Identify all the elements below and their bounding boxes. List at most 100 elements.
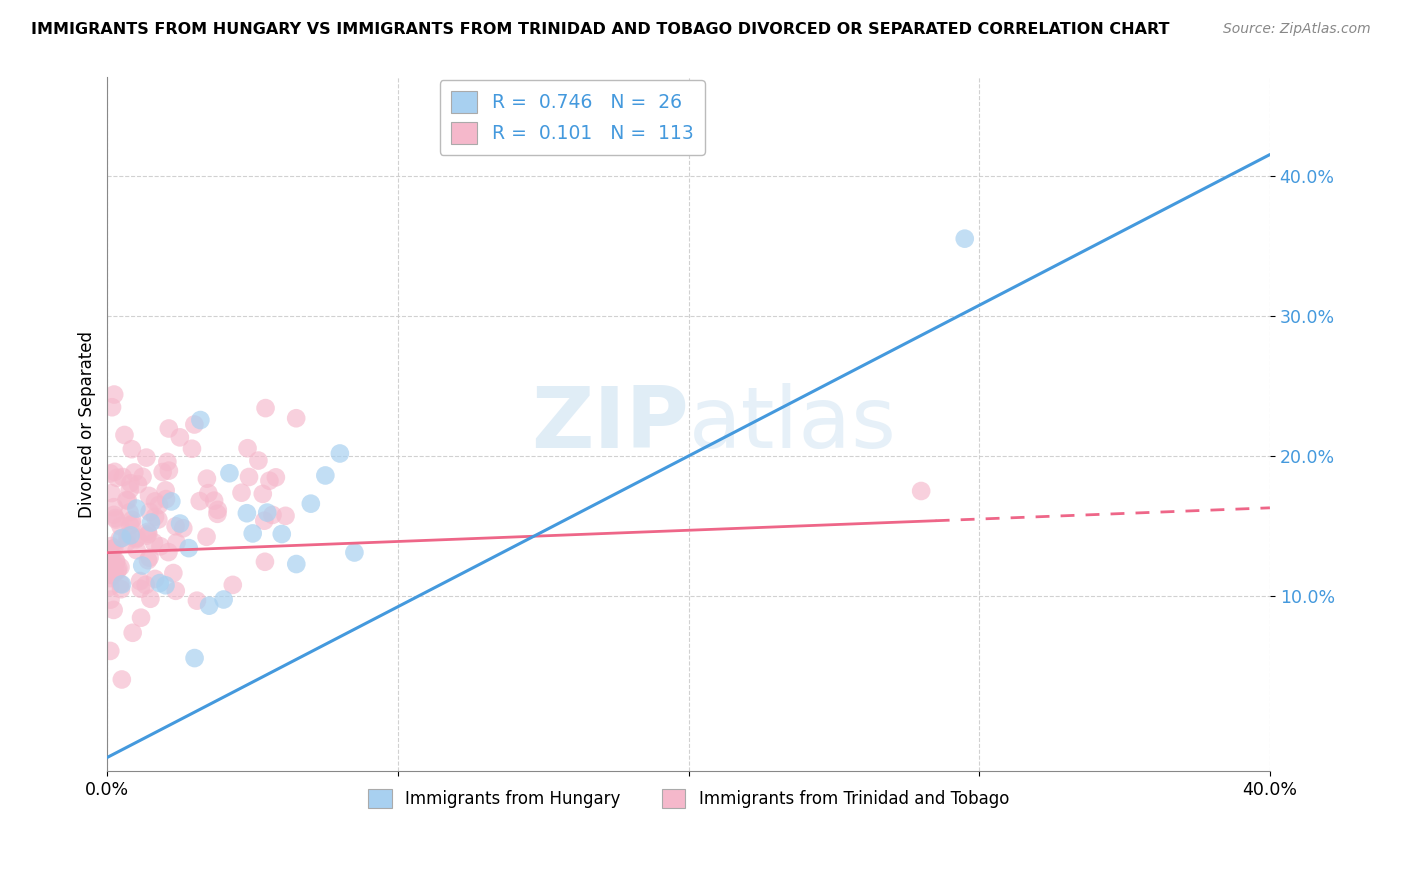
- Point: [253, 514, 276, 528]
- Point: [105, 555, 128, 569]
- Point: [98, 568, 121, 582]
- Point: [148, 498, 170, 512]
- Point: [264, 470, 287, 484]
- Point: [143, 572, 166, 586]
- Point: [117, 493, 139, 508]
- Point: [121, 625, 143, 640]
- Point: [111, 531, 134, 545]
- Point: [111, 577, 134, 591]
- Point: [107, 561, 129, 575]
- Point: [98, 580, 121, 594]
- Point: [131, 470, 153, 484]
- Point: [143, 494, 166, 508]
- Point: [157, 464, 180, 478]
- Point: [101, 542, 124, 557]
- Point: [253, 555, 276, 569]
- Point: [105, 554, 128, 568]
- Point: [256, 506, 278, 520]
- Point: [129, 582, 152, 596]
- Text: atlas: atlas: [689, 383, 897, 466]
- Point: [103, 508, 125, 522]
- Point: [953, 232, 976, 246]
- Point: [238, 470, 260, 484]
- Point: [117, 529, 139, 543]
- Point: [172, 521, 194, 535]
- Point: [162, 566, 184, 580]
- Point: [138, 550, 160, 565]
- Point: [195, 472, 218, 486]
- Point: [104, 511, 127, 525]
- Point: [142, 535, 165, 549]
- Point: [135, 529, 157, 543]
- Point: [190, 413, 212, 427]
- Point: [103, 387, 125, 401]
- Point: [157, 545, 180, 559]
- Point: [254, 401, 277, 416]
- Point: [98, 542, 121, 557]
- Point: [247, 453, 270, 467]
- Point: [188, 494, 211, 508]
- Point: [262, 508, 284, 522]
- Point: [120, 476, 142, 491]
- Point: [136, 524, 159, 539]
- Point: [165, 583, 187, 598]
- Point: [197, 486, 219, 500]
- Point: [98, 567, 121, 582]
- Point: [127, 477, 149, 491]
- Point: [110, 577, 132, 591]
- Point: [155, 483, 177, 498]
- Point: [100, 592, 122, 607]
- Point: [160, 494, 183, 508]
- Point: [120, 528, 142, 542]
- Point: [139, 591, 162, 606]
- Point: [135, 450, 157, 465]
- Point: [121, 516, 143, 531]
- Point: [314, 468, 336, 483]
- Point: [274, 508, 297, 523]
- Point: [111, 470, 134, 484]
- Point: [110, 519, 132, 533]
- Point: [343, 545, 366, 559]
- Point: [148, 512, 170, 526]
- Point: [259, 474, 281, 488]
- Point: [118, 505, 141, 519]
- Point: [125, 531, 148, 545]
- Point: [118, 483, 141, 497]
- Point: [100, 486, 122, 500]
- Point: [131, 558, 153, 573]
- Point: [101, 401, 124, 415]
- Point: [124, 466, 146, 480]
- Point: [169, 516, 191, 531]
- Point: [195, 530, 218, 544]
- Point: [169, 430, 191, 444]
- Point: [222, 578, 245, 592]
- Point: [135, 578, 157, 592]
- Point: [186, 593, 208, 607]
- Point: [207, 507, 229, 521]
- Point: [152, 465, 174, 479]
- Point: [165, 519, 187, 533]
- Point: [285, 411, 308, 425]
- Point: [149, 539, 172, 553]
- Point: [155, 492, 177, 507]
- Point: [110, 560, 132, 574]
- Point: [138, 505, 160, 519]
- Point: [114, 428, 136, 442]
- Point: [104, 465, 127, 479]
- Point: [121, 513, 143, 527]
- Point: [104, 513, 127, 527]
- Point: [115, 493, 138, 508]
- Point: [103, 603, 125, 617]
- Point: [121, 442, 143, 457]
- Point: [98, 467, 121, 481]
- Point: [236, 441, 259, 455]
- Text: Source: ZipAtlas.com: Source: ZipAtlas.com: [1223, 22, 1371, 37]
- Point: [183, 417, 205, 432]
- Point: [329, 446, 352, 460]
- Point: [98, 571, 121, 585]
- Point: [103, 567, 125, 582]
- Point: [910, 483, 932, 498]
- Point: [202, 493, 225, 508]
- Point: [129, 610, 152, 624]
- Point: [231, 485, 253, 500]
